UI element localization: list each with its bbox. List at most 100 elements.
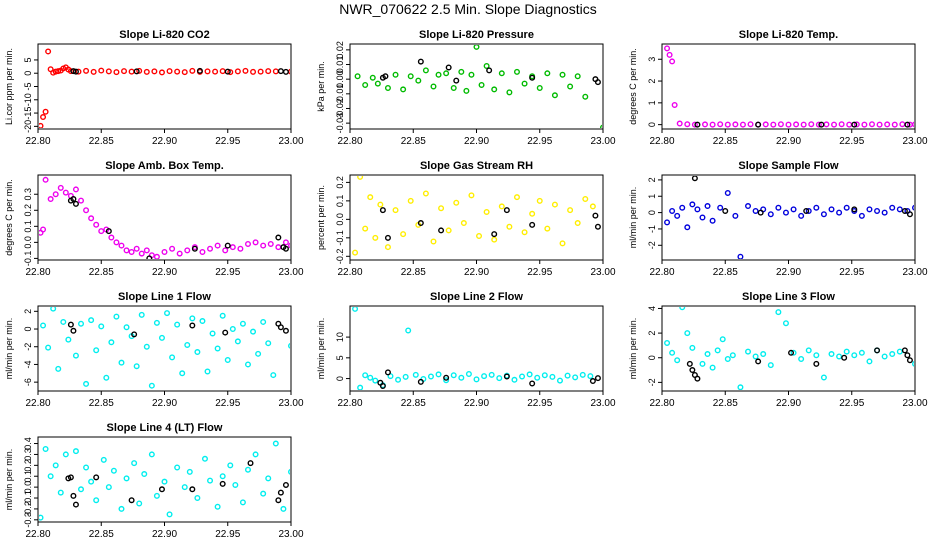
- data-point: [422, 67, 429, 74]
- x-tick-label: 22.85: [713, 398, 738, 409]
- data-point: [435, 371, 442, 378]
- reference-point: [128, 497, 135, 504]
- data-points: [664, 307, 914, 390]
- data-point: [57, 184, 64, 191]
- data-point: [98, 228, 105, 235]
- data-point: [808, 121, 815, 128]
- data-point: [739, 121, 746, 128]
- data-points: [39, 48, 290, 128]
- data-point: [836, 353, 843, 360]
- data-point: [450, 372, 457, 379]
- x-tick-label: 22.80: [649, 398, 674, 409]
- data-point: [367, 194, 374, 201]
- y-axis-label: kPa per min.: [316, 61, 326, 112]
- data-point: [113, 239, 120, 246]
- data-point: [199, 248, 206, 255]
- data-point: [50, 307, 57, 312]
- data-point: [843, 348, 850, 355]
- data-point: [468, 192, 475, 199]
- data-point: [267, 240, 274, 247]
- y-tick-label: 0.3: [23, 188, 33, 201]
- data-point: [732, 212, 739, 219]
- data-point: [679, 204, 686, 211]
- reference-point: [196, 67, 203, 74]
- data-point: [62, 451, 69, 458]
- data-point: [899, 121, 906, 128]
- reference-point: [189, 322, 196, 329]
- reference-point: [594, 223, 601, 230]
- data-point: [458, 374, 465, 381]
- data-point: [57, 489, 64, 496]
- data-point: [709, 217, 716, 224]
- x-tick-label: 22.95: [215, 267, 240, 278]
- y-tick-label: 0.0: [23, 481, 33, 494]
- data-point: [372, 377, 379, 384]
- reference-point: [417, 220, 424, 227]
- plot-frame: [349, 43, 604, 130]
- data-point: [521, 80, 528, 87]
- data-point: [476, 232, 483, 239]
- x-tick-label: 22.90: [152, 529, 177, 540]
- data-point: [257, 68, 264, 75]
- reference-point: [906, 357, 913, 364]
- data-point: [737, 384, 744, 390]
- x-tick-label: 22.85: [713, 267, 738, 278]
- y-tick-label: -0.02: [335, 98, 345, 119]
- reference-point: [529, 380, 536, 387]
- data-point: [98, 323, 105, 330]
- data-point: [868, 121, 875, 128]
- chart-title: Slope Amb. Box Temp.: [105, 160, 224, 172]
- data-point: [478, 82, 485, 89]
- data-point: [694, 206, 701, 213]
- data-point: [250, 328, 257, 335]
- data-point: [745, 348, 752, 355]
- data-point: [782, 320, 789, 327]
- reference-point: [224, 242, 231, 249]
- data-point: [496, 375, 503, 382]
- data-point: [815, 121, 822, 128]
- x-tick-label: 23.00: [278, 136, 303, 147]
- data-point: [362, 225, 369, 232]
- x-tick-label: 22.95: [527, 398, 552, 409]
- x-tick-label: 22.90: [776, 267, 801, 278]
- data-point: [239, 499, 246, 506]
- data-point: [83, 67, 90, 74]
- reference-point: [146, 255, 153, 259]
- data-point: [574, 73, 581, 80]
- x-tick-label: 22.85: [401, 136, 426, 147]
- reference-point: [691, 176, 698, 182]
- reference-point: [105, 228, 112, 235]
- y-tick-label: -2: [647, 241, 657, 249]
- data-point: [589, 203, 596, 210]
- data-point: [889, 351, 896, 358]
- x-tick-label: 23.00: [278, 267, 303, 278]
- data-point: [280, 505, 287, 512]
- reference-point: [93, 474, 100, 481]
- data-point: [820, 211, 827, 218]
- y-tick-label: 0.3: [23, 448, 33, 461]
- x-tick-label: 22.85: [401, 398, 426, 409]
- reference-point: [818, 121, 825, 128]
- x-tick-label: 22.95: [839, 136, 864, 147]
- x-tick-label: 22.80: [25, 398, 50, 409]
- x-tick-label: 22.95: [215, 398, 240, 409]
- data-point: [519, 373, 526, 380]
- data-point: [372, 234, 379, 241]
- data-points: [664, 176, 914, 259]
- reference-point: [72, 200, 79, 207]
- data-point: [866, 358, 873, 365]
- data-point: [105, 68, 112, 75]
- data-point: [752, 353, 759, 360]
- data-point: [689, 201, 696, 208]
- y-tick-label: 0.2: [335, 176, 345, 189]
- x-tick-label: 22.90: [776, 136, 801, 147]
- data-point: [679, 307, 686, 311]
- data-point: [239, 320, 246, 327]
- reference-point: [757, 209, 764, 216]
- data-point: [674, 357, 681, 364]
- reference-point: [529, 221, 536, 228]
- data-point: [184, 341, 191, 348]
- data-point: [100, 456, 107, 463]
- data-point: [227, 69, 234, 76]
- data-point: [392, 207, 399, 214]
